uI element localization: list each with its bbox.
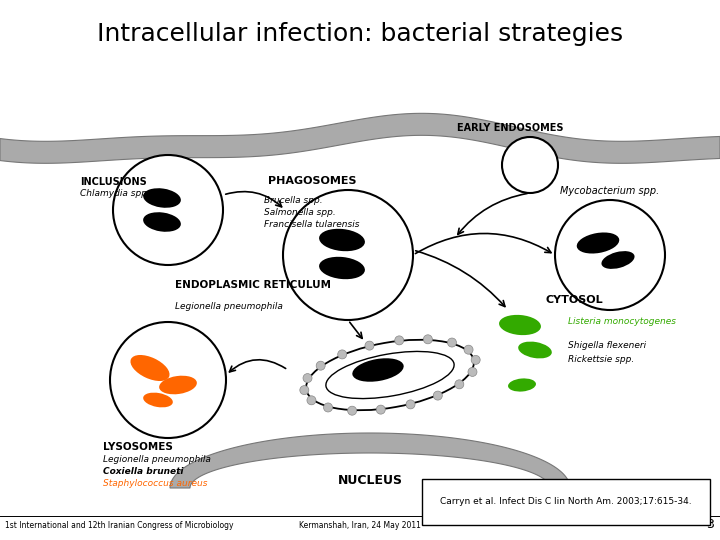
Ellipse shape <box>601 251 634 269</box>
Circle shape <box>471 355 480 364</box>
Text: Legionella pneumophila: Legionella pneumophila <box>103 455 211 464</box>
Text: CYTOSOL: CYTOSOL <box>545 295 603 305</box>
Ellipse shape <box>319 257 365 279</box>
Ellipse shape <box>143 393 173 407</box>
Circle shape <box>300 386 309 395</box>
Circle shape <box>283 190 413 320</box>
Circle shape <box>433 391 442 400</box>
Text: 1st International and 12th Iranian Congress of Microbiology: 1st International and 12th Iranian Congr… <box>5 521 233 530</box>
Circle shape <box>447 338 456 347</box>
Text: INCLUSIONS: INCLUSIONS <box>80 177 147 187</box>
Circle shape <box>502 137 558 193</box>
Text: Legionella pneumophila: Legionella pneumophila <box>175 302 283 311</box>
Text: EARLY ENDOSOMES: EARLY ENDOSOMES <box>456 123 563 133</box>
Circle shape <box>365 341 374 350</box>
Circle shape <box>323 403 333 412</box>
Text: NUCLEUS: NUCLEUS <box>338 474 402 487</box>
Text: Rickettsie spp.: Rickettsie spp. <box>568 355 634 364</box>
Ellipse shape <box>143 188 181 208</box>
Circle shape <box>113 155 223 265</box>
Text: 3: 3 <box>706 518 714 531</box>
Ellipse shape <box>508 379 536 392</box>
Polygon shape <box>170 433 570 488</box>
Ellipse shape <box>518 342 552 359</box>
Text: Intracellular infection: bacterial strategies: Intracellular infection: bacterial strat… <box>97 22 623 46</box>
Ellipse shape <box>159 376 197 394</box>
Text: Listeria monocytogenes: Listeria monocytogenes <box>568 318 676 327</box>
Text: Mycobacterium spp.: Mycobacterium spp. <box>560 186 660 196</box>
Circle shape <box>464 345 473 354</box>
Circle shape <box>377 405 385 414</box>
Text: Chlamydia spp.: Chlamydia spp. <box>80 189 150 198</box>
Circle shape <box>406 400 415 409</box>
Circle shape <box>307 396 316 405</box>
Text: Shigella flexeneri: Shigella flexeneri <box>568 341 646 349</box>
Text: Carryn et al. Infect Dis C lin North Am. 2003;17:615-34.: Carryn et al. Infect Dis C lin North Am.… <box>440 497 692 507</box>
Circle shape <box>468 367 477 376</box>
Circle shape <box>348 406 356 415</box>
Ellipse shape <box>143 212 181 232</box>
Circle shape <box>316 361 325 370</box>
Ellipse shape <box>577 232 619 254</box>
Circle shape <box>338 350 347 359</box>
Circle shape <box>303 374 312 382</box>
Ellipse shape <box>499 315 541 335</box>
Text: Coxiella bruneti: Coxiella bruneti <box>103 467 184 476</box>
Text: Brucella spp.: Brucella spp. <box>264 196 323 205</box>
Circle shape <box>395 336 404 345</box>
Circle shape <box>423 335 433 344</box>
Text: Francisella tularensis: Francisella tularensis <box>264 220 359 229</box>
Text: LYSOSOMES: LYSOSOMES <box>103 442 173 452</box>
Ellipse shape <box>130 355 169 381</box>
Ellipse shape <box>326 352 454 399</box>
Ellipse shape <box>319 229 365 251</box>
Circle shape <box>555 200 665 310</box>
Ellipse shape <box>352 358 404 382</box>
Polygon shape <box>0 113 720 163</box>
Text: Staphylococcus aureus: Staphylococcus aureus <box>103 479 207 488</box>
Text: PHAGOSOMES: PHAGOSOMES <box>268 176 356 186</box>
Text: Kermanshah, Iran, 24 May 2011: Kermanshah, Iran, 24 May 2011 <box>299 521 421 530</box>
Ellipse shape <box>306 340 474 410</box>
Text: Salmonella spp.: Salmonella spp. <box>264 208 336 217</box>
Circle shape <box>110 322 226 438</box>
Circle shape <box>455 380 464 389</box>
Text: ENDOPLASMIC RETICULUM: ENDOPLASMIC RETICULUM <box>175 280 331 290</box>
